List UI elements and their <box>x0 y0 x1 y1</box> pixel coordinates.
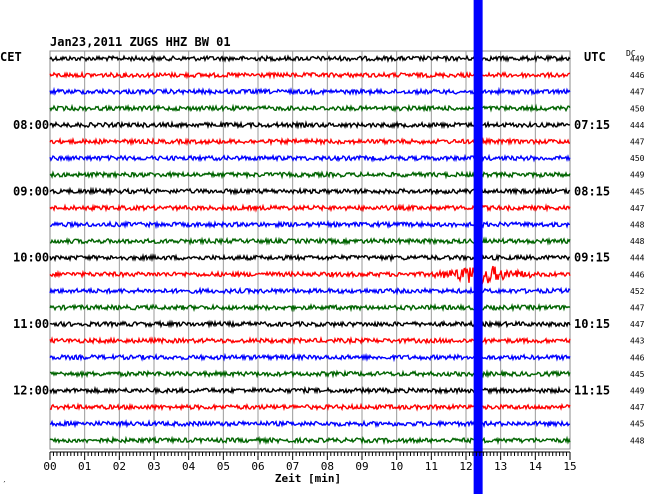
trace-line <box>49 86 571 97</box>
dc-value: 452 <box>630 287 645 296</box>
dc-value: 449 <box>630 55 645 64</box>
trace-line <box>49 286 571 296</box>
trace-line <box>49 402 571 412</box>
trace-line <box>49 54 571 64</box>
right-time-label: 10:15 <box>574 317 610 331</box>
dc-value: 446 <box>630 270 645 279</box>
right-time-label: 08:15 <box>574 184 610 198</box>
left-time-label: 11:00 <box>13 317 49 331</box>
corner-mark: ′ <box>2 480 7 489</box>
x-tick-label: 10 <box>390 460 403 473</box>
dc-value: 444 <box>630 254 645 263</box>
dc-value: 447 <box>630 138 645 147</box>
trace-line <box>49 186 571 197</box>
x-tick-label: 13 <box>494 460 507 473</box>
x-tick-label: 06 <box>251 460 264 473</box>
trace-line <box>49 302 571 313</box>
x-tick-label: 09 <box>355 460 368 473</box>
right-zone-label: UTC <box>584 50 606 64</box>
dc-value: 443 <box>630 337 645 346</box>
dc-value: 447 <box>630 304 645 313</box>
trace-line <box>49 70 571 80</box>
x-tick-label: 08 <box>321 460 334 473</box>
marker-bar <box>473 0 483 494</box>
x-tick-label: 11 <box>425 460 438 473</box>
dc-value: 448 <box>630 221 645 230</box>
trace-line <box>49 203 571 213</box>
left-time-label: 08:00 <box>13 118 49 132</box>
trace-line <box>49 252 571 263</box>
dc-value: 447 <box>630 204 645 213</box>
dc-value: 449 <box>630 171 645 180</box>
x-tick-label: 07 <box>286 460 299 473</box>
left-zone-label: CET <box>0 50 22 64</box>
trace-line <box>49 385 571 396</box>
left-time-label: 09:00 <box>13 184 49 198</box>
x-tick-label: 01 <box>78 460 91 473</box>
trace-line <box>49 335 571 346</box>
trace-line <box>50 219 571 230</box>
plot-frame <box>49 50 571 450</box>
right-time-label: 07:15 <box>574 118 610 132</box>
dc-value: 449 <box>630 387 645 396</box>
time-marker <box>473 0 483 494</box>
dc-value: 448 <box>630 436 645 445</box>
x-axis: 00 01 02 03 04 05 06 07 08 09 10 11 12 13 14 15 <box>43 451 577 473</box>
seismic-traces <box>49 54 571 446</box>
trace-line <box>49 170 571 180</box>
x-tick-label: 14 <box>529 460 543 473</box>
dc-value: 447 <box>630 403 645 412</box>
dc-value: 450 <box>630 104 645 113</box>
dc-header: DC <box>626 49 636 58</box>
dc-value: 448 <box>630 237 645 246</box>
trace-line <box>49 103 571 113</box>
trace-line <box>49 136 571 147</box>
trace-line <box>49 120 571 130</box>
x-tick-label: 03 <box>147 460 160 473</box>
x-tick-label: 05 <box>217 460 230 473</box>
trace-line <box>49 319 571 329</box>
trace-line <box>49 435 571 446</box>
dc-value: 447 <box>630 320 645 329</box>
dc-value: 446 <box>630 353 645 362</box>
left-time-label: 12:00 <box>13 384 49 398</box>
x-tick-label: 12 <box>459 460 472 473</box>
chart-title: Jan23,2011 ZUGS HHZ BW 01 <box>50 35 231 49</box>
x-tick-label: 00 <box>43 460 56 473</box>
trace-line <box>49 258 571 287</box>
trace-line <box>49 153 571 163</box>
dc-value: 445 <box>630 370 645 379</box>
x-tick-label: 02 <box>113 460 126 473</box>
chart-labels: 08:00 09:00 10:00 11:00 12:00 07:15 08:15 09:15… <box>13 55 645 446</box>
dc-value: 445 <box>630 187 645 196</box>
trace-line <box>49 352 571 363</box>
x-axis-label: Zeit [min] <box>275 472 341 485</box>
right-time-label: 11:15 <box>574 384 610 398</box>
dc-value: 446 <box>630 71 645 80</box>
trace-line <box>49 236 571 246</box>
dc-value: 447 <box>630 88 645 97</box>
dc-value: 445 <box>630 420 645 429</box>
dc-value: 450 <box>630 154 645 163</box>
trace-line <box>49 369 571 379</box>
right-time-label: 09:15 <box>574 251 610 265</box>
dc-value: 444 <box>630 121 645 130</box>
x-tick-label: 04 <box>182 460 196 473</box>
trace-line <box>49 419 571 429</box>
left-time-label: 10:00 <box>13 251 49 265</box>
x-tick-label: 15 <box>563 460 576 473</box>
chart-grid <box>49 50 571 450</box>
